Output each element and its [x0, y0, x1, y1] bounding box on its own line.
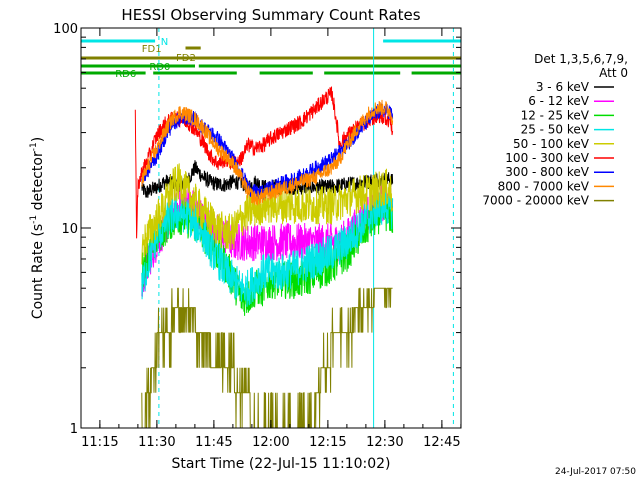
- flag-label-n: N: [161, 37, 168, 48]
- legend-label: 12 - 25 keV: [521, 108, 590, 122]
- legend-label: 7000 - 20000 keV: [482, 194, 589, 208]
- x-tick-label: 11:30: [138, 435, 175, 450]
- x-axis-label: Start Time (22-Jul-15 11:10:02): [171, 456, 390, 472]
- y-tick-label: 10: [61, 222, 78, 237]
- flag-label-rd0: RD0: [149, 62, 170, 73]
- legend-label: 6 - 12 keV: [528, 94, 590, 108]
- x-tick-label: 11:45: [195, 435, 232, 450]
- series-line-7: [141, 99, 394, 206]
- legend-label: 100 - 300 keV: [505, 151, 589, 165]
- y-tick-label: 1: [70, 422, 78, 437]
- x-tick-label: 12:45: [423, 435, 460, 450]
- y-tick-label: 100: [53, 22, 78, 37]
- series-line-8: [141, 287, 393, 429]
- series-line-4: [141, 163, 394, 265]
- timestamp: 24-Jul-2017 07:50: [555, 467, 636, 477]
- series-line-3: [141, 188, 394, 307]
- plot-frame: [80, 27, 462, 429]
- axes: 11:15 11:30 11:45 12:00 12:15 12:30 12:45 1 10 10…: [53, 22, 462, 450]
- legend-label: 50 - 100 keV: [513, 137, 590, 151]
- legend-label: 25 - 50 keV: [521, 123, 590, 137]
- legend-label: 3 - 6 keV: [536, 80, 590, 94]
- x-tick-label: 12:30: [366, 435, 403, 450]
- legend-label: 300 - 800 keV: [505, 165, 589, 179]
- flag-label-fd2: FD2: [176, 53, 196, 64]
- chart-title: HESSI Observing Summary Count Rates: [121, 6, 420, 24]
- flag-label-rd6: RD6: [115, 69, 136, 80]
- x-tick-label: 12:15: [309, 435, 346, 450]
- legend-header-line-2: Att 0: [599, 66, 628, 80]
- flag-label-fd1: FD1: [142, 44, 162, 55]
- x-tick-label: 11:15: [81, 435, 118, 450]
- legend-label: 800 - 7000 keV: [498, 179, 590, 193]
- y-axis-label: Count Rate (s-1 detector-1): [29, 137, 46, 319]
- series-lines: [134, 86, 394, 429]
- x-tick-label: 12:00: [252, 435, 289, 450]
- legend-header-line-1: Det 1,3,5,6,7,9,: [534, 52, 628, 66]
